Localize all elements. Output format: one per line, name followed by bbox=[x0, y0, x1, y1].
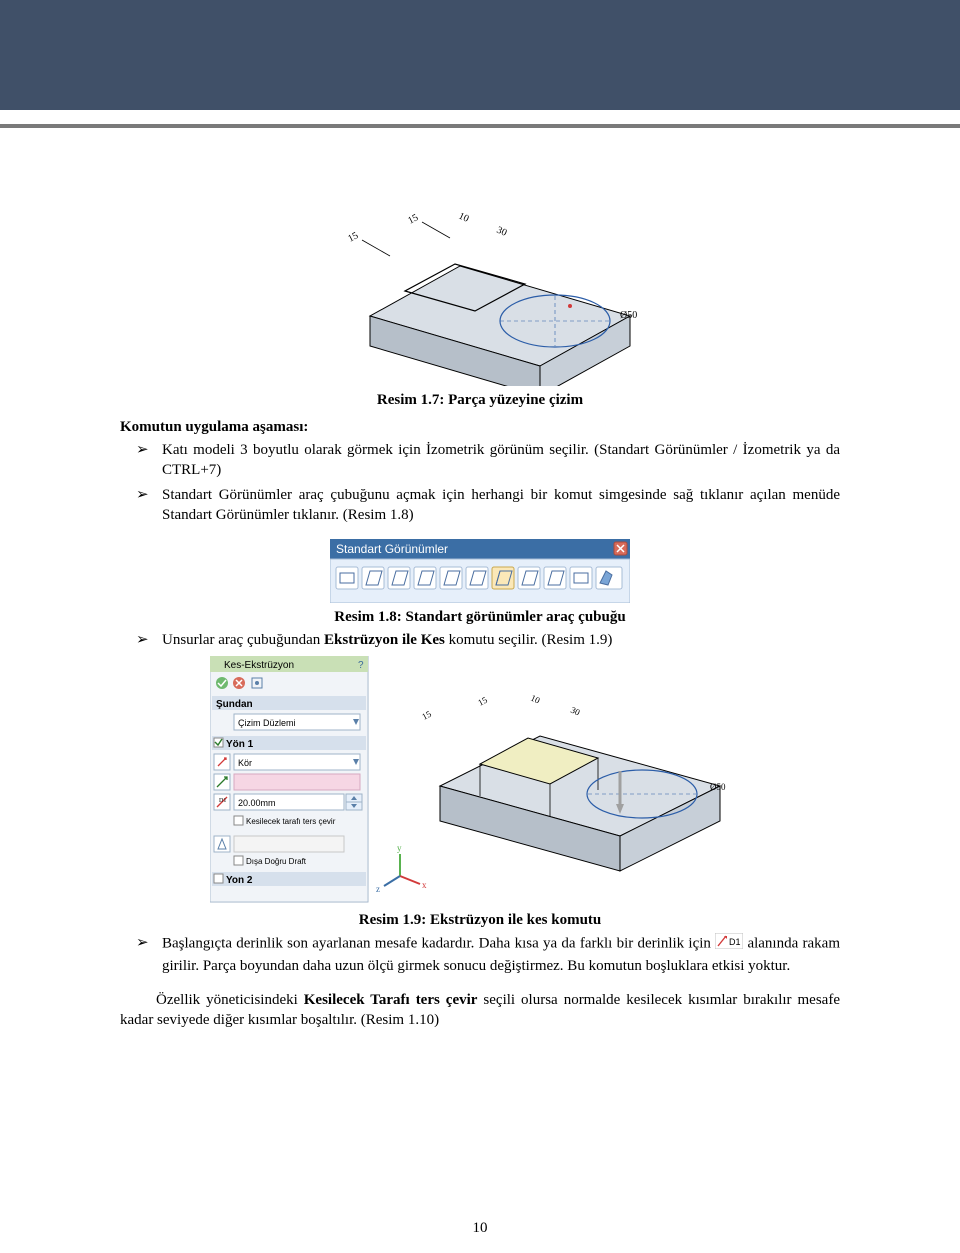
dim-15b: 15 bbox=[406, 212, 420, 226]
svg-text:x: x bbox=[422, 880, 427, 890]
figure-1-9: Kes-Ekstrüzyon ? Şundan Çizim Düzlemi Yö… bbox=[120, 656, 840, 906]
figure-1-9-svg: Kes-Ekstrüzyon ? Şundan Çizim Düzlemi Yö… bbox=[210, 656, 750, 906]
b3-pre: Unsurlar araç çubuğundan bbox=[162, 632, 324, 648]
toolbar-title: Standart Görünümler bbox=[336, 542, 448, 556]
top-band bbox=[0, 0, 960, 110]
divider bbox=[0, 124, 960, 128]
fp-bold: Kesilecek Tarafı ters çevir bbox=[304, 992, 478, 1008]
toolbar-icons bbox=[336, 567, 622, 589]
bullet-mark: ➢ bbox=[120, 485, 162, 505]
label-yon2: Yon 2 bbox=[226, 875, 253, 886]
svg-text:y: y bbox=[397, 843, 402, 853]
chk-kesilecek: Kesilecek tarafı ters çevir bbox=[246, 817, 336, 826]
figure-1-8-caption: Resim 1.8: Standart görünümler araç çubu… bbox=[120, 609, 840, 626]
dim-30: 30 bbox=[495, 225, 509, 239]
bullet-mark: ➢ bbox=[120, 440, 162, 460]
section-lead: Komutun uygulama aşaması: bbox=[120, 419, 840, 436]
d1-inline-icon: D1 bbox=[715, 933, 743, 955]
d1-value: 20.00mm bbox=[238, 798, 276, 808]
svg-text:10: 10 bbox=[529, 693, 542, 706]
b4-pre: Başlangıçta derinlik son ayarlanan mesaf… bbox=[162, 936, 715, 952]
page-number: 10 bbox=[0, 1220, 960, 1237]
bullet-1-text: Katı modeli 3 boyutlu olarak görmek için… bbox=[162, 440, 840, 481]
svg-text:15: 15 bbox=[476, 695, 489, 708]
svg-text:D1: D1 bbox=[219, 798, 226, 804]
final-paragraph: Özellik yöneticisindeki Kesilecek Tarafı… bbox=[120, 990, 840, 1031]
toolbar-figure: Standart Görünümler bbox=[120, 539, 840, 603]
chk-draft: Dışa Doğru Draft bbox=[246, 857, 307, 866]
svg-text:Ø50: Ø50 bbox=[710, 782, 726, 792]
b3-post: komutu seçilir. (Resim 1.9) bbox=[445, 632, 612, 648]
combo-kor: Kör bbox=[238, 758, 252, 768]
bullet-mark: ➢ bbox=[120, 630, 162, 650]
standart-gorunumler-toolbar: Standart Görünümler bbox=[330, 539, 630, 603]
b3-bold: Ekstrüzyon ile Kes bbox=[324, 632, 445, 648]
bullet-1: ➢ Katı modeli 3 boyutlu olarak görmek iç… bbox=[120, 440, 840, 481]
svg-text:15: 15 bbox=[420, 709, 433, 722]
dim-15a: 15 bbox=[346, 230, 360, 244]
fp-pre: Özellik yöneticisindeki bbox=[156, 992, 304, 1008]
combo-cizim: Çizim Düzlemi bbox=[238, 718, 296, 728]
bullet-4-text: Başlangıçta derinlik son ayarlanan mesaf… bbox=[162, 933, 840, 976]
svg-text:z: z bbox=[376, 884, 380, 894]
dim-d50: Ø50 bbox=[620, 310, 637, 321]
bullet-mark: ➢ bbox=[120, 933, 162, 953]
label-sundan: Şundan bbox=[216, 699, 253, 710]
svg-text:30: 30 bbox=[569, 705, 582, 718]
label-yon1: Yön 1 bbox=[226, 739, 254, 750]
bullet-4: ➢ Başlangıçta derinlik son ayarlanan mes… bbox=[120, 933, 840, 976]
panel-title: Kes-Ekstrüzyon bbox=[224, 660, 294, 671]
figure-1-7-svg: 15 15 10 30 Ø50 bbox=[300, 146, 660, 386]
dim-10: 10 bbox=[457, 211, 471, 225]
svg-text:D1: D1 bbox=[729, 937, 741, 947]
bullet-3-text: Unsurlar araç çubuğundan Ekstrüzyon ile … bbox=[162, 630, 840, 650]
page-content: 15 15 10 30 Ø50 Resim 1.7: Parça yüzeyin… bbox=[0, 146, 960, 1030]
bullet-2: ➢ Standart Görünümler araç çubuğunu açma… bbox=[120, 485, 840, 526]
figure-1-7-caption: Resim 1.7: Parça yüzeyine çizim bbox=[120, 392, 840, 409]
figure-1-7: 15 15 10 30 Ø50 bbox=[120, 146, 840, 386]
figure-1-9-caption: Resim 1.9: Ekstrüzyon ile kes komutu bbox=[120, 912, 840, 929]
bullet-3: ➢ Unsurlar araç çubuğundan Ekstrüzyon il… bbox=[120, 630, 840, 650]
bullet-2-text: Standart Görünümler araç çubuğunu açmak … bbox=[162, 485, 840, 526]
svg-text:?: ? bbox=[358, 660, 364, 671]
